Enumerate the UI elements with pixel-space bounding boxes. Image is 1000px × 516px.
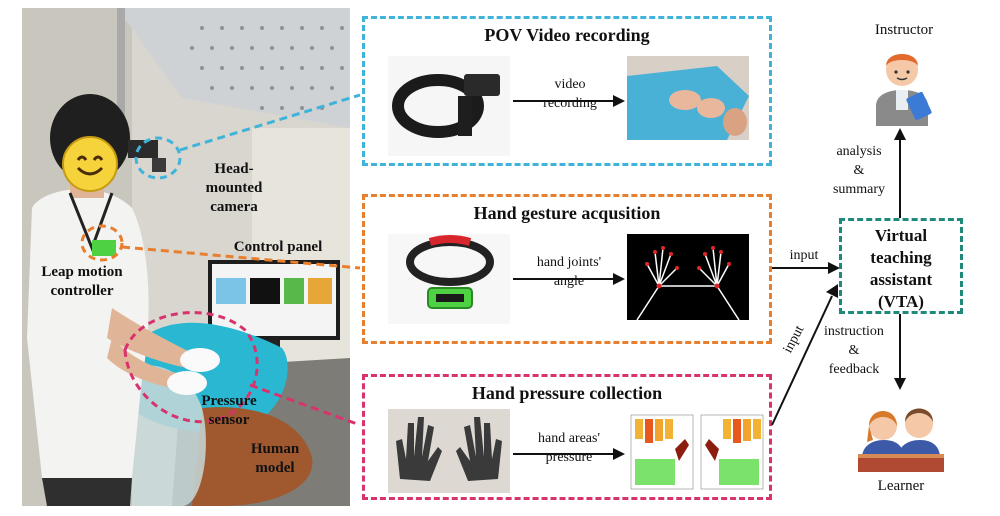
leap-controller-image: [388, 234, 510, 324]
gesture-arrow-label: hand joints' angle: [536, 255, 602, 289]
instructor-label: Instructor: [874, 22, 934, 38]
label-human-model: Human model: [250, 441, 300, 476]
pressure-arrow-label: hand areas' pressure: [538, 431, 600, 465]
panel-pov-recording: POV Video recording video recording: [362, 16, 772, 166]
vta-box: Virtual teaching assistant (VTA): [839, 218, 963, 314]
instruction-label: instruction & feedback: [824, 324, 884, 377]
vta-label: Virtual teaching assistant (VTA): [869, 226, 933, 311]
hand-skeleton-image: [627, 234, 749, 320]
analysis-label: analysis & summary: [832, 144, 886, 197]
pressure-heatmap-image: [627, 409, 767, 493]
label-leap-motion: Leap motion controller: [41, 264, 123, 299]
learner-icon: [858, 392, 944, 472]
input-gesture-label: input: [789, 248, 819, 263]
pressure-arrow: [513, 448, 625, 460]
pov-arrow: [513, 95, 625, 107]
panel-pressure-collection: Hand pressure collection hand areas' pre…: [362, 374, 772, 500]
panel-pressure-title: Hand pressure collection: [471, 383, 663, 403]
headset-image: [388, 56, 510, 156]
face-emoji-icon: [62, 136, 118, 192]
panel-gesture-acquisition: Hand gesture acqusition hand joints' ang…: [362, 194, 772, 344]
learner-label: Learner: [877, 478, 925, 494]
pov-frame-image: [627, 56, 749, 140]
label-head-camera: Head-mounted camera: [205, 161, 263, 215]
instructor-icon: [868, 42, 936, 126]
panel-pov-title: POV Video recording: [484, 25, 650, 45]
panel-gesture-title: Hand gesture acqusition: [473, 203, 661, 223]
label-pressure-sensor: Pressure sensor: [201, 393, 257, 428]
pov-arrow-label: video recording: [543, 77, 597, 111]
gesture-arrow: [513, 273, 625, 285]
label-control-panel: Control panel: [233, 239, 323, 255]
pressure-gloves-image: [388, 409, 510, 493]
